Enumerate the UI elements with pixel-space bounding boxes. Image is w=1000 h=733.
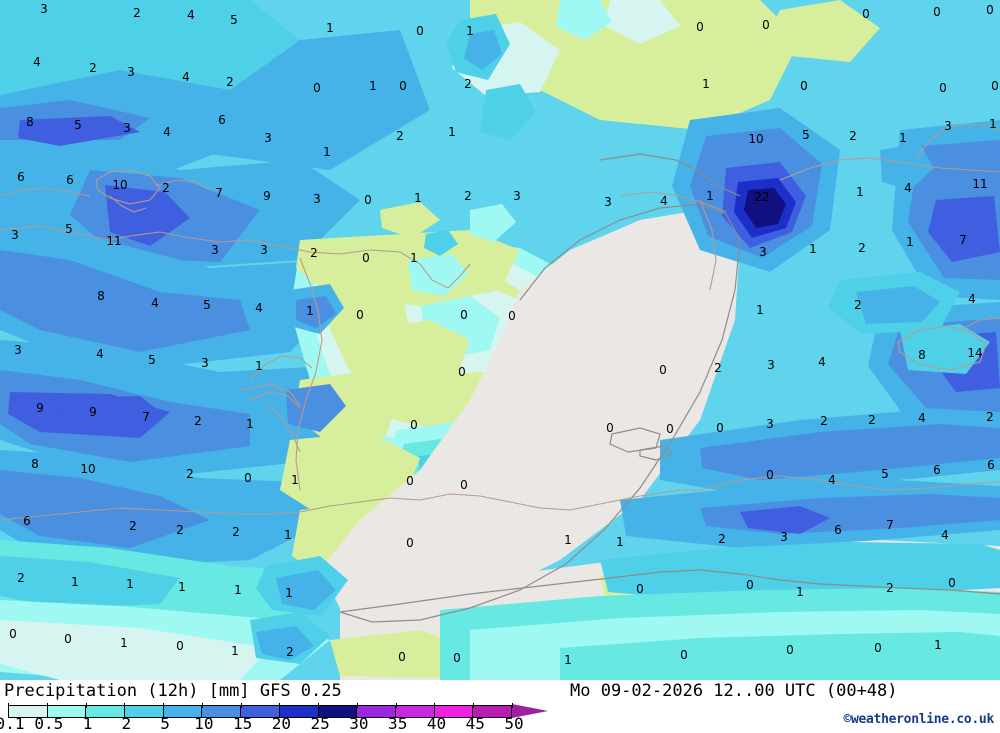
color-swatch-3[interactable] <box>125 706 164 717</box>
color-scale-label: 10 <box>194 714 214 733</box>
color-scale-tick <box>318 703 320 708</box>
color-scale-tick <box>163 703 165 708</box>
color-swatch-11[interactable] <box>434 706 474 717</box>
color-swatch-6[interactable] <box>241 706 280 717</box>
color-swatch-10[interactable] <box>395 706 435 717</box>
color-scale-label: 25 <box>310 714 330 733</box>
color-scale-tick <box>8 703 9 708</box>
overflow-arrow-icon <box>512 704 548 718</box>
color-legend[interactable] <box>8 704 548 719</box>
color-scale-label: 35 <box>388 714 408 733</box>
forecast-datetime: Mo 09-02-2026 12..00 UTC (00+48) <box>570 681 898 701</box>
color-scale-tick <box>124 703 126 708</box>
color-scale-tick <box>46 703 48 708</box>
color-scale-tick <box>85 703 87 708</box>
border-layer <box>0 123 1000 521</box>
map-canvas <box>0 0 1000 680</box>
color-scale-label: 1 <box>82 714 93 733</box>
color-scale-tick <box>356 703 358 708</box>
color-swatch-12[interactable] <box>473 706 511 717</box>
color-swatch-5[interactable] <box>202 706 242 717</box>
color-scale-label: 15 <box>232 714 253 733</box>
color-swatch-1[interactable] <box>47 706 87 717</box>
color-scale-labels: 0.1 0.5 1 2 5 10 15 20 25 30 35 40 45 50 <box>0 714 1000 733</box>
color-scale-tick <box>395 703 397 708</box>
color-scale-tick <box>512 703 513 708</box>
parameter-title: Precipitation (12h) [mm] GFS 0.25 <box>4 681 342 701</box>
color-scale-label: 5 <box>160 714 170 733</box>
color-scale-label: 30 <box>349 714 369 733</box>
map-footer: Precipitation (12h) [mm] GFS 0.25 Mo 09-… <box>0 680 1000 733</box>
color-scale-bar[interactable] <box>8 705 512 718</box>
coastline-layer <box>339 153 1000 623</box>
color-scale-tick <box>201 703 203 708</box>
color-swatch-4[interactable] <box>163 706 203 717</box>
color-scale-label: 0.5 <box>34 714 64 733</box>
color-swatch-9[interactable] <box>357 706 396 717</box>
color-scale-label: 40 <box>426 714 447 733</box>
color-swatch-7[interactable] <box>279 706 319 717</box>
color-scale-label: 2 <box>121 714 132 733</box>
color-scale-tick <box>473 703 475 708</box>
color-scale-tick <box>434 703 436 708</box>
color-scale-label: 20 <box>271 714 292 733</box>
color-scale-tick <box>279 703 281 708</box>
color-swatch-8[interactable] <box>318 706 358 717</box>
precip-contour-bands <box>0 0 1000 680</box>
color-scale-label: 0.1 <box>0 714 25 733</box>
precipitation-map[interactable]: 3 2 4 5 1 0 1 0 0 0 0 0 4 2 3 4 2 0 1 0 2 1 0 0 0 8 5 3 4 6 3 1 2 1 10 5 2 1 3… <box>0 0 1000 680</box>
copyright-watermark: ©weatheronline.co.uk <box>843 712 994 727</box>
color-swatch-2[interactable] <box>86 706 126 717</box>
color-scale-tick <box>240 703 242 708</box>
color-swatch-0[interactable] <box>9 706 48 717</box>
color-scale-label: 45 <box>465 714 485 733</box>
footer-title-row: Precipitation (12h) [mm] GFS 0.25 Mo 09-… <box>0 680 1000 702</box>
color-scale-ticks <box>8 703 568 717</box>
color-scale-label: 50 <box>504 714 524 733</box>
